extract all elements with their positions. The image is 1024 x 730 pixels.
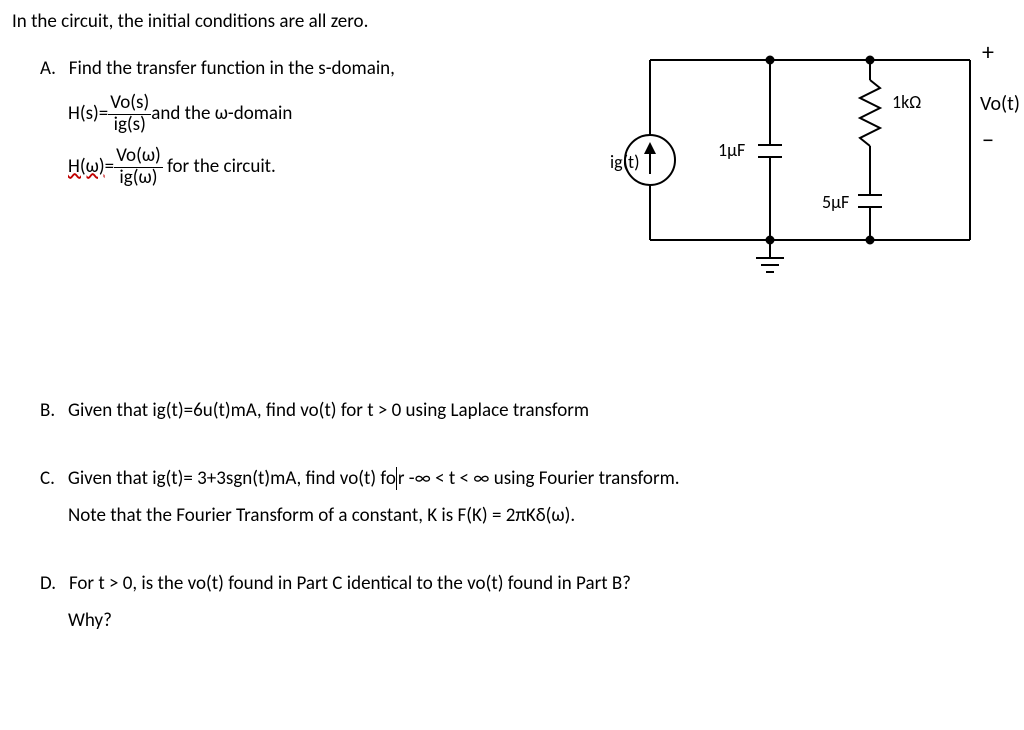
c2-label: 5µF — [822, 191, 849, 213]
Hw-denominator: ig(ω) — [114, 168, 163, 189]
problem-body: In the circuit, the initial conditions a… — [12, 8, 1012, 635]
part-d-line1: For t > 0, is the vo(t) found in Part C … — [69, 572, 631, 595]
and-omega: and the ω-domain — [151, 102, 292, 125]
for-circuit: for the circuit. — [163, 155, 276, 178]
part-c-line1c: -∞ < t < ∞ using Fourier transform. — [404, 467, 679, 490]
part-b: B. Given that ig(t)=6u(t)mA, find vo(t) … — [40, 397, 1012, 426]
part-c-line1a: Given that ig(t)= 3+3sgn(t)mA, find vo(t… — [68, 467, 396, 490]
source-label: ig(t) — [610, 151, 640, 173]
out-plus: + — [982, 38, 994, 67]
circuit-diagram: ig(t) 1µF 1kΩ 5µF + Vo(t) − — [610, 40, 1010, 300]
part-a-label: A. — [40, 57, 56, 80]
part-c: C. Given that ig(t)= 3+3sgn(t)mA, find v… — [40, 465, 1012, 530]
Hs-numerator: Vo(s) — [108, 93, 151, 115]
part-d-label: D. — [40, 572, 56, 595]
part-a-line1: Find the transfer function in the s-doma… — [69, 57, 395, 80]
Hw-eq: = — [105, 155, 114, 178]
part-d: D. For t > 0, is the vo(t) found in Part… — [40, 570, 1012, 635]
r-label: 1kΩ — [892, 91, 921, 113]
part-c-label: C. — [40, 467, 55, 490]
c1-label: 1µF — [718, 139, 745, 161]
part-c-line2: Note that the Fourier Transform of a con… — [68, 502, 1012, 531]
Hs-denominator: ig(s) — [108, 115, 151, 136]
part-d-line2: Why? — [68, 607, 1012, 636]
part-b-text: Given that ig(t)=6u(t)mA, find vo(t) for… — [68, 399, 589, 422]
Hs-lhs: H(s)= — [68, 102, 108, 125]
Hs-fraction: Vo(s) ig(s) — [108, 93, 151, 136]
intro-text: In the circuit, the initial conditions a… — [12, 8, 1012, 37]
out-label: Vo(t) — [980, 92, 1020, 116]
Hw-lhs: H(ω) — [68, 155, 105, 178]
Hw-numerator: Vo(ω) — [114, 146, 163, 168]
Hw-fraction: Vo(ω) ig(ω) — [114, 146, 163, 189]
part-b-label: B. — [40, 399, 55, 422]
circuit-svg: ig(t) 1µF 1kΩ 5µF + Vo(t) − — [610, 40, 1010, 300]
out-minus: − — [982, 126, 994, 155]
